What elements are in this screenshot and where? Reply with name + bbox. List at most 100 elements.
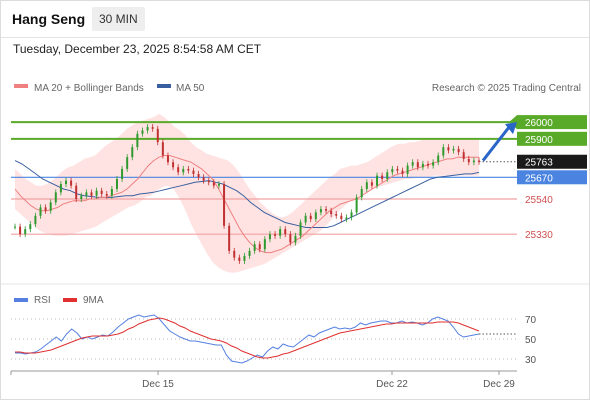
x-tick-label: Dec 22 (376, 379, 408, 390)
timeframe-button[interactable]: 30 MIN (92, 7, 145, 31)
level-tag-25763 (517, 154, 587, 169)
candle-body (238, 257, 241, 261)
ma50-legend-swatch (157, 84, 171, 88)
candle-body (335, 214, 338, 216)
candle-body (110, 189, 113, 196)
candle-body (478, 160, 480, 162)
candle-body (29, 224, 32, 230)
candle-body (386, 172, 389, 179)
candle-body (166, 155, 169, 163)
candle-body (161, 142, 164, 156)
rsi-legend-label: RSI (34, 295, 51, 306)
candle-body (151, 127, 154, 129)
candle-body (411, 162, 414, 166)
candle-body (370, 182, 373, 186)
candle-body (49, 202, 52, 211)
level-label-25540: 25540 (525, 195, 553, 206)
candle-body (325, 209, 328, 211)
level-label-25670: 25670 (525, 173, 553, 184)
ma20-legend-label: MA 20 + Bollinger Bands (34, 83, 144, 94)
candle-body (268, 234, 271, 240)
candle-body (263, 239, 266, 250)
candle-body (427, 163, 430, 166)
candle-body (406, 165, 409, 174)
candle-body (350, 212, 353, 218)
ma50-legend-label: MA 50 (176, 83, 205, 94)
rsi-tick-70: 70 (525, 315, 537, 326)
candle-body (304, 215, 307, 223)
ma20-legend-swatch (14, 84, 28, 88)
level-label-25330: 25330 (525, 230, 553, 241)
candle-body (365, 182, 368, 189)
candle-body (345, 217, 348, 220)
candle-body (243, 255, 246, 261)
candle-body (136, 133, 139, 148)
candle-body (253, 244, 256, 251)
rsi-ma-line (15, 317, 480, 359)
candle-body (376, 175, 379, 186)
level-tag-25670 (517, 170, 587, 185)
candle-body (100, 190, 103, 195)
candle-body (340, 215, 343, 220)
level-tag-26000 (517, 115, 587, 130)
candle-body (233, 250, 236, 258)
candle-body (396, 168, 399, 171)
candle-body (182, 168, 185, 173)
candle-body (177, 167, 180, 173)
price-plot: 26000 25900 25763 25670 25540 25330 (11, 113, 587, 273)
candle-body (274, 234, 277, 236)
candle-body (228, 225, 231, 251)
candle-body (472, 160, 475, 163)
candle-body (19, 226, 22, 235)
rsi-plot: 70 50 30 (11, 314, 537, 366)
candle-body (141, 130, 144, 134)
ma50-line (14, 160, 480, 228)
candle-body (294, 235, 297, 243)
level-label-25763: 25763 (525, 158, 553, 169)
candle-body (212, 182, 215, 186)
candle-body (437, 155, 440, 163)
candle-body (24, 229, 27, 235)
candle-body (432, 162, 435, 166)
rsi-tick-30: 30 (525, 355, 537, 366)
candle-body (289, 234, 292, 243)
candle-body (64, 180, 67, 184)
candle-body (330, 210, 333, 215)
forecast-arrow-shaft (481, 123, 513, 162)
level-label-26000: 26000 (525, 118, 553, 129)
candle-body (44, 207, 47, 211)
candle-body (105, 194, 108, 196)
candle-body (314, 212, 317, 220)
candle-body (54, 192, 57, 203)
candle-body (197, 173, 200, 178)
candle-body (34, 215, 37, 225)
candle-body (421, 163, 424, 168)
candle-body (360, 189, 363, 198)
candle-body (457, 148, 460, 153)
candle-body (248, 250, 251, 256)
candle-body (70, 180, 73, 186)
credit-text: Research © 2025 Trading Central (432, 83, 581, 94)
level-label-25900: 25900 (525, 135, 553, 146)
x-tick-label: Dec 15 (142, 379, 174, 390)
candle-body (217, 183, 220, 186)
candle-body (156, 128, 159, 143)
candle-body (187, 168, 190, 171)
candle-body (95, 190, 98, 196)
header-bar: Hang Seng 30 MIN (1, 1, 589, 38)
candle-body (462, 152, 465, 159)
candle-body (223, 183, 226, 226)
candle-body (319, 209, 322, 213)
candle-body (401, 170, 404, 174)
candle-body (284, 229, 287, 235)
candle-body (146, 127, 149, 131)
candle-body (381, 175, 384, 179)
candle-body (14, 226, 16, 228)
candle-body (202, 177, 205, 181)
ma9-legend-label: 9MA (83, 295, 104, 306)
candle-body (59, 183, 62, 193)
candle-body (131, 147, 134, 158)
candle-body (39, 207, 42, 216)
